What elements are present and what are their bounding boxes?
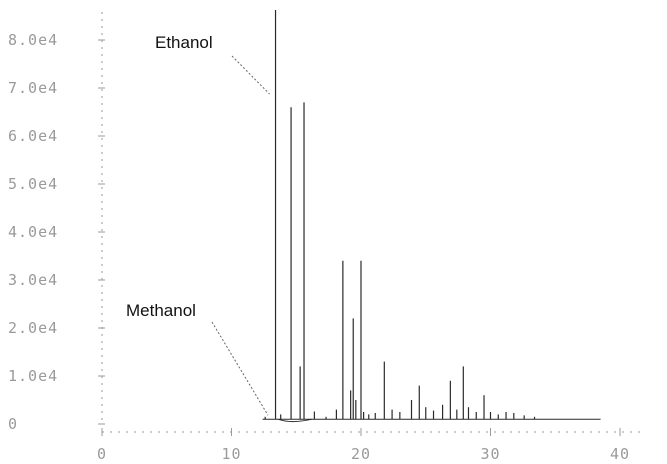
tick-labels: 0 1.0e4 2.0e4 3.0e4 4.0e4 5.0e4 6.0e4 7.0e4 8.0e…: [8, 31, 630, 463]
y-tick-label: 6.0e4: [8, 127, 58, 145]
chromatogram-trace: [262, 10, 601, 423]
y-tick-label: 2.0e4: [8, 319, 58, 337]
y-tick-label: 4.0e4: [8, 223, 58, 241]
x-tick-label: 10: [221, 445, 241, 463]
annotation-ethanol: Ethanol: [155, 33, 213, 52]
x-tick-label: 0: [97, 445, 107, 463]
annotations: Ethanol Methanol: [126, 33, 270, 416]
x-tick-label: 40: [610, 445, 630, 463]
ethanol-leader: [231, 55, 270, 95]
axes: [98, 12, 640, 436]
y-tick-label: 5.0e4: [8, 175, 58, 193]
y-tick-label: 0: [8, 415, 18, 433]
y-tick-label: 8.0e4: [8, 31, 58, 49]
y-tick-label: 7.0e4: [8, 79, 58, 97]
x-tick-label: 20: [351, 445, 371, 463]
y-tick-label: 3.0e4: [8, 271, 58, 289]
annotation-methanol: Methanol: [126, 301, 196, 320]
solvent-dip: [277, 418, 312, 423]
x-tick-label: 30: [480, 445, 500, 463]
methanol-leader: [211, 321, 269, 416]
y-tick-label: 1.0e4: [8, 367, 58, 385]
